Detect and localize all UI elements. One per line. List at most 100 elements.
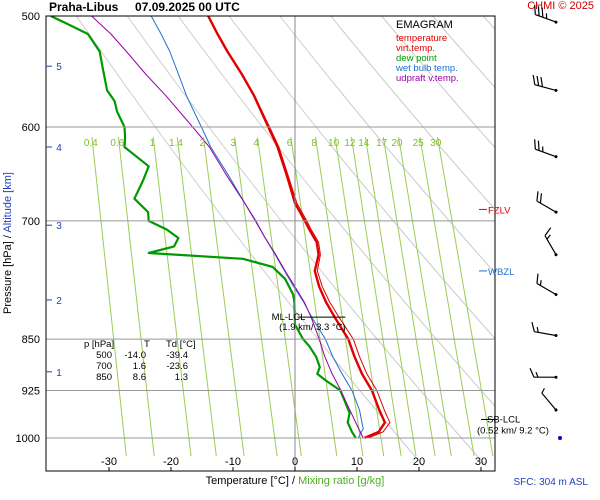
legend-item-temperature: temperature	[396, 33, 448, 44]
mixing-ratio-line	[382, 137, 436, 457]
wind-barb-dot	[554, 293, 558, 296]
mixing-ratio-label: 0.6	[110, 138, 124, 149]
legend-item-updraft: udpraft v.temp.	[396, 73, 459, 84]
mixing-ratio-label: 10	[328, 138, 340, 149]
legend-item-dew-point: dew point	[396, 53, 437, 64]
legend: EMAGRAM temperature virt.temp. dew point…	[396, 20, 459, 84]
mixing-ratio-line	[419, 137, 475, 457]
wbzl-label: WBZL	[488, 267, 514, 278]
ml-lcl-detail: (1.9 km/ 3.3 °C)	[279, 322, 346, 333]
wind-barb-flag	[532, 74, 536, 85]
stats-row: 500 -14.0 -39.4	[84, 350, 196, 361]
wind-barb-staff	[541, 392, 557, 411]
wind-barb	[531, 321, 558, 337]
stats-p: 850	[96, 372, 112, 383]
ml-lcl-label: ML-LCL	[272, 312, 306, 323]
dry-adiabat-line	[228, 16, 495, 340]
wind-barb-dot	[554, 20, 558, 24]
stats-t: 1.6	[132, 361, 146, 372]
dry-adiabat-line	[534, 16, 600, 466]
wind-barb-flag	[534, 139, 536, 150]
mixing-ratio-line	[176, 137, 217, 457]
wind-barb-staff	[534, 331, 557, 337]
mixing-ratio-line	[290, 137, 338, 457]
chart-title: Praha-Libus 07.09.2025 00 UTC	[49, 0, 240, 14]
temperature-tick-label: 0	[292, 456, 298, 468]
stats-row: 700 1.6 -23.6	[84, 361, 196, 372]
wind-barb	[541, 388, 558, 412]
legend-item-virt-temp: virt.temp.	[396, 43, 436, 54]
mixing-ratio-label: 3	[231, 138, 237, 149]
wind-barb-half-flag	[546, 234, 551, 240]
wind-barb-flag	[537, 140, 540, 151]
dry-adiabat-line	[585, 16, 600, 466]
stats-t: -14.0	[124, 350, 146, 361]
pressure-tick-label: 1000	[16, 433, 40, 445]
plot-frame	[45, 15, 496, 472]
wind-barb-half-flag	[536, 326, 539, 333]
dry-adiabat-line	[330, 16, 495, 211]
sb-lcl-detail: (0.52 km/ 9.2 °C)	[477, 425, 549, 436]
mixing-ratio-label: 17	[376, 138, 388, 149]
mixing-ratio-line	[117, 137, 155, 457]
stats-td: -39.4	[166, 350, 188, 361]
wind-barb-half-flag	[542, 146, 544, 152]
stats-table: p [hPa] T Td [°C] 500 -14.0 -39.4 700 1.…	[84, 339, 196, 383]
wind-barb-dot	[554, 88, 558, 92]
mixing-ratio-label: 25	[413, 138, 425, 149]
series-dew-point-line	[50, 16, 357, 439]
wind-barb-half-flag	[541, 388, 545, 394]
stats-header-p: p [hPa]	[84, 339, 115, 350]
temperature-tick-label: 10	[351, 456, 363, 468]
wind-barb-staff	[535, 14, 557, 23]
pressure-tick-label: 500	[22, 11, 40, 23]
wind-barb-dot	[554, 375, 558, 379]
altitude-tick-label: 4	[56, 143, 62, 154]
stats-p: 500	[96, 350, 112, 361]
wind-barb	[532, 74, 558, 92]
dry-adiabat-line	[381, 16, 495, 149]
mixing-ratio-label: 1	[149, 138, 155, 149]
mixing-ratio-line	[364, 137, 417, 457]
sb-lcl-label: SB-LCL	[487, 414, 520, 425]
series-wet-bulb-temp-line	[150, 16, 364, 439]
dry-adiabat-line	[279, 16, 495, 274]
x-axis-label: Temperature [°C] / Mixing ratio [g/kg]	[206, 475, 385, 487]
mixing-ratio-label: 8	[311, 138, 317, 149]
wind-barb-staff	[536, 200, 557, 213]
stats-row: 850 8.6 1.3	[84, 372, 196, 383]
altitude-tick-label: 3	[56, 221, 62, 232]
mixing-ratio-label: 30	[430, 138, 442, 149]
dry-adiabat-line	[75, 16, 424, 467]
stats-p: 700	[96, 361, 112, 372]
temperature-tick-label: 30	[475, 456, 487, 468]
wind-barb	[529, 367, 558, 379]
wind-barb-flag	[536, 191, 539, 202]
wind-barb-staff	[534, 84, 557, 91]
stats-t: 8.6	[132, 372, 146, 383]
wind-barb	[544, 227, 558, 257]
mixing-ratio-label: 2	[200, 138, 206, 149]
mixing-ratio-label: 20	[391, 138, 403, 149]
fzlv-label: FZLV	[488, 205, 511, 216]
stats-header-t: T	[144, 339, 150, 350]
pressure-tick-label: 700	[22, 216, 40, 228]
stats-td: -23.6	[166, 361, 188, 372]
surface-elevation: SFC: 304 m ASL	[513, 477, 588, 488]
stats-header: p [hPa] T Td [°C]	[84, 339, 196, 350]
temperature-tick-label: 20	[413, 456, 425, 468]
mixing-ratio-label: 4	[253, 138, 259, 149]
y-axis-label: Pressure [hPa] / Altitude [km]	[2, 172, 14, 314]
mixing-ratio-line	[152, 137, 192, 457]
wind-barb	[536, 273, 558, 296]
wind-barb-flag	[544, 227, 552, 237]
series-udpraft-v-temp-line	[91, 16, 364, 439]
mixing-ratio-label: 14	[358, 138, 370, 149]
pressure-tick-label: 850	[22, 334, 40, 346]
wind-barb-dot	[554, 210, 558, 214]
dry-adiabat-line	[177, 16, 495, 407]
credit-label: CHMI © 2025	[527, 0, 594, 12]
wind-barb-half-flag	[535, 371, 539, 378]
